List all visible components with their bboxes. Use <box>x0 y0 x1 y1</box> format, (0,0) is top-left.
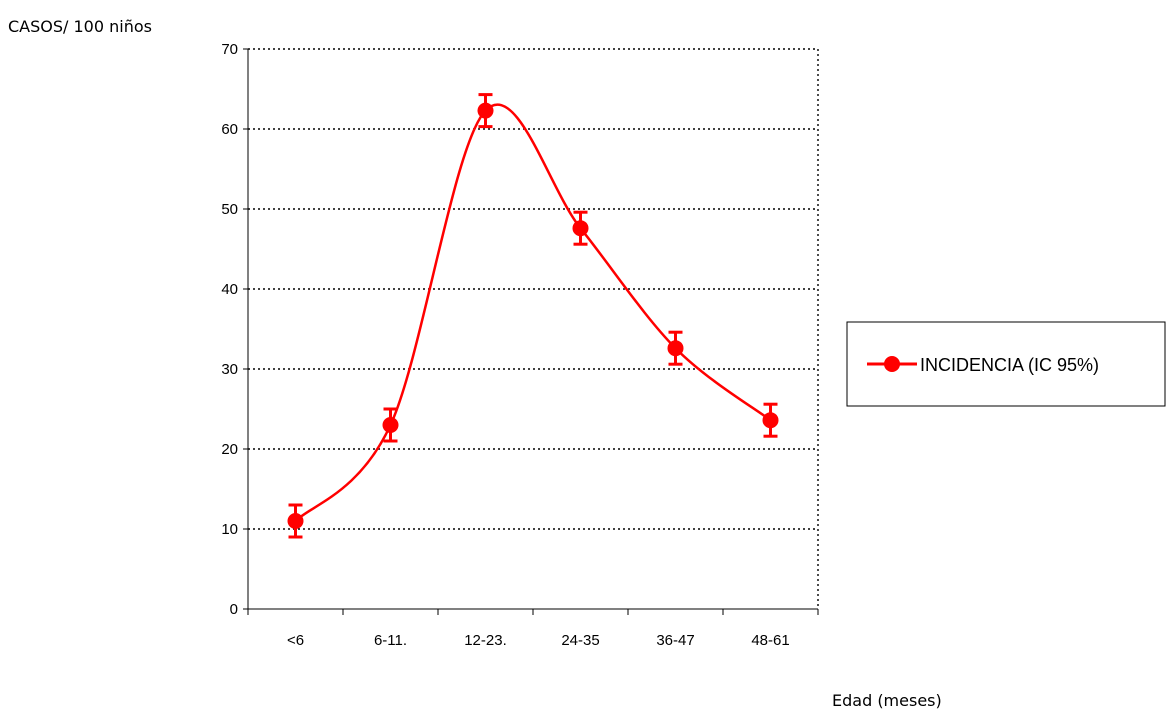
y-tick-label: 0 <box>230 601 238 618</box>
x-tick-label: 6-11. <box>374 632 407 649</box>
legend-marker-sample <box>884 356 900 372</box>
data-point <box>382 417 399 433</box>
y-axis-title: CASOS/ 100 niños <box>8 17 152 36</box>
x-tick-label: <6 <box>287 632 304 649</box>
y-tick-label: 20 <box>221 441 238 458</box>
x-tick-label: 36-47 <box>656 632 694 649</box>
data-point <box>287 513 304 529</box>
y-tick-label: 10 <box>221 521 238 538</box>
x-axis-title: Edad (meses) <box>832 691 942 710</box>
legend: INCIDENCIA (IC 95%) <box>846 321 1166 407</box>
data-point <box>667 340 684 357</box>
y-tick-label: 70 <box>221 41 238 58</box>
x-tick-label: 12-23. <box>464 632 507 649</box>
y-tick-label: 30 <box>221 361 238 378</box>
data-point <box>572 220 589 237</box>
grid <box>248 48 819 609</box>
y-tick-label: 60 <box>221 121 238 138</box>
axes <box>243 48 819 615</box>
y-tick-label: 50 <box>221 201 238 218</box>
legend-label: INCIDENCIA (IC 95%) <box>920 355 1099 375</box>
data-point <box>762 412 779 429</box>
x-tick-label: 24-35 <box>561 632 599 649</box>
series-incidencia <box>287 93 779 539</box>
x-tick-label: 48-61 <box>751 632 789 649</box>
y-tick-label: 40 <box>221 281 238 298</box>
data-point <box>477 102 494 119</box>
series-line <box>294 103 772 522</box>
tick-labels: 0 10 20 30 40 50 60 70 <6 6-11. 12-23. 24-35 36-47 48… <box>221 41 789 649</box>
